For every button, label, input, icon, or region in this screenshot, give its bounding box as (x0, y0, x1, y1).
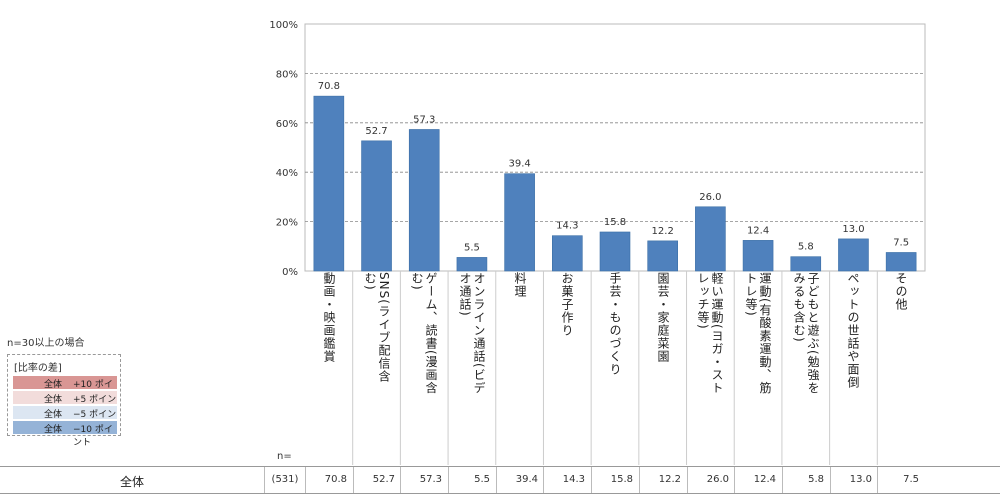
legend: [比率の差] 全体 +10 ポイント 全体 +5 ポイント 全体 −5 ポイント… (7, 354, 121, 448)
table-divider (400, 467, 401, 493)
data-label: 15.8 (604, 217, 626, 228)
data-label: 70.8 (318, 81, 340, 92)
table-cell: 5.5 (474, 474, 490, 485)
data-label: 52.7 (365, 126, 387, 137)
table-cell: 15.8 (610, 474, 633, 485)
table-divider (639, 467, 640, 493)
bar (456, 257, 488, 272)
category-label: ゲーム、読書(漫画含 む) (410, 272, 438, 395)
category-label: 園芸・家庭菜園 (656, 272, 670, 363)
n-label: n= (277, 451, 292, 462)
table-divider (830, 467, 831, 493)
category-label: その他 (894, 272, 908, 311)
summary-table-row: 全体 (531) 70.8 52.7 57.3 5.5 39.4 14.3 15.8 12.2… (0, 466, 1000, 494)
table-divider (877, 467, 878, 493)
row-sample-size: (531) (271, 474, 299, 485)
table-divider (734, 467, 735, 493)
bar (313, 95, 345, 272)
legend-swatch (13, 406, 117, 419)
legend-item-minus10: 全体 −10 ポイント (13, 421, 117, 448)
legend-item-label: 全体 (44, 380, 63, 390)
table-divider (591, 467, 592, 493)
y-tick-label: 100% (269, 20, 298, 31)
table-cell: 57.3 (419, 474, 442, 485)
data-label: 5.8 (798, 242, 814, 253)
legend-title: [比率の差] (14, 363, 62, 374)
category-label: 手芸・ものづくり (608, 272, 622, 376)
category-label: ペットの世話や面倒 (846, 272, 860, 389)
bar (695, 206, 726, 272)
data-label: 12.2 (652, 226, 674, 237)
bar (408, 129, 440, 272)
bar (790, 256, 822, 272)
bar (885, 252, 917, 272)
table-cell: 13.0 (849, 474, 872, 485)
category-label: 料理 (513, 272, 527, 298)
table-cell: 5.8 (808, 474, 824, 485)
bar (647, 240, 678, 272)
legend-item-plus5: 全体 +5 ポイント (13, 391, 117, 418)
table-cell: 39.4 (515, 474, 538, 485)
legend-item-plus10: 全体 +10 ポイント (13, 376, 117, 403)
legend-item-label: 全体 (44, 410, 63, 420)
data-label: 5.5 (464, 242, 480, 253)
data-label: 7.5 (893, 237, 909, 248)
table-cell: 7.5 (903, 474, 919, 485)
table-divider (496, 467, 497, 493)
legend-item-label: 全体 (44, 425, 63, 435)
sample-size-note: n=30以上の場合 (7, 338, 85, 349)
category-label: お菓子作り (560, 272, 574, 337)
data-label: 12.4 (747, 225, 769, 236)
category-label: 軽い運動(ヨガ・スト レッチ等) (696, 272, 724, 395)
table-divider (353, 467, 354, 493)
table-cell: 12.4 (753, 474, 776, 485)
y-tick-label: 20% (276, 218, 298, 229)
table-divider (687, 467, 688, 493)
y-tick-label: 80% (276, 69, 298, 80)
legend-item-minus5: 全体 −5 ポイント (13, 406, 117, 433)
table-divider (305, 467, 306, 493)
legend-swatch (13, 376, 117, 389)
bar (504, 173, 535, 272)
data-label: 13.0 (842, 224, 864, 235)
data-label: 26.0 (699, 192, 721, 203)
category-label: 運動(有酸素運動、筋 トレ等) (744, 272, 772, 395)
category-label: オンライン通話(ビデ オ通話) (458, 272, 486, 395)
table-divider (543, 467, 544, 493)
data-label: 14.3 (556, 221, 578, 232)
category-label: 子どもと遊ぶ(勉強を みるも含む) (792, 272, 820, 395)
legend-swatch (13, 421, 117, 434)
y-tick-label: 40% (276, 168, 298, 179)
bar-chart: 0% 20% 40% 60% 80% 100% 70.8 52.7 57.3 5.5 39.4 14.… (269, 20, 926, 465)
bar (599, 231, 631, 272)
data-label: 57.3 (413, 114, 435, 125)
data-label: 39.4 (508, 159, 530, 170)
table-cell: 52.7 (372, 474, 395, 485)
table-divider (782, 467, 783, 493)
bar (742, 240, 774, 272)
legend-item-diff: −10 ポイント (73, 425, 113, 448)
row-name: 全体 (119, 475, 144, 489)
legend-item-label: 全体 (44, 395, 63, 405)
table-divider (264, 467, 265, 493)
bar (838, 238, 869, 272)
legend-swatch (13, 391, 117, 404)
table-cell: 14.3 (562, 474, 585, 485)
table-cell: 26.0 (706, 474, 729, 485)
table-divider (448, 467, 449, 493)
category-label: 動画・映画鑑賞 (322, 272, 336, 363)
category-label: SNS(ライブ配信含 む) (363, 272, 391, 383)
bar (552, 235, 583, 272)
bar (361, 140, 392, 272)
y-tick-label: 0% (282, 267, 298, 278)
table-cell: 12.2 (658, 474, 681, 485)
table-cell: 70.8 (324, 474, 347, 485)
y-tick-label: 60% (276, 119, 298, 130)
